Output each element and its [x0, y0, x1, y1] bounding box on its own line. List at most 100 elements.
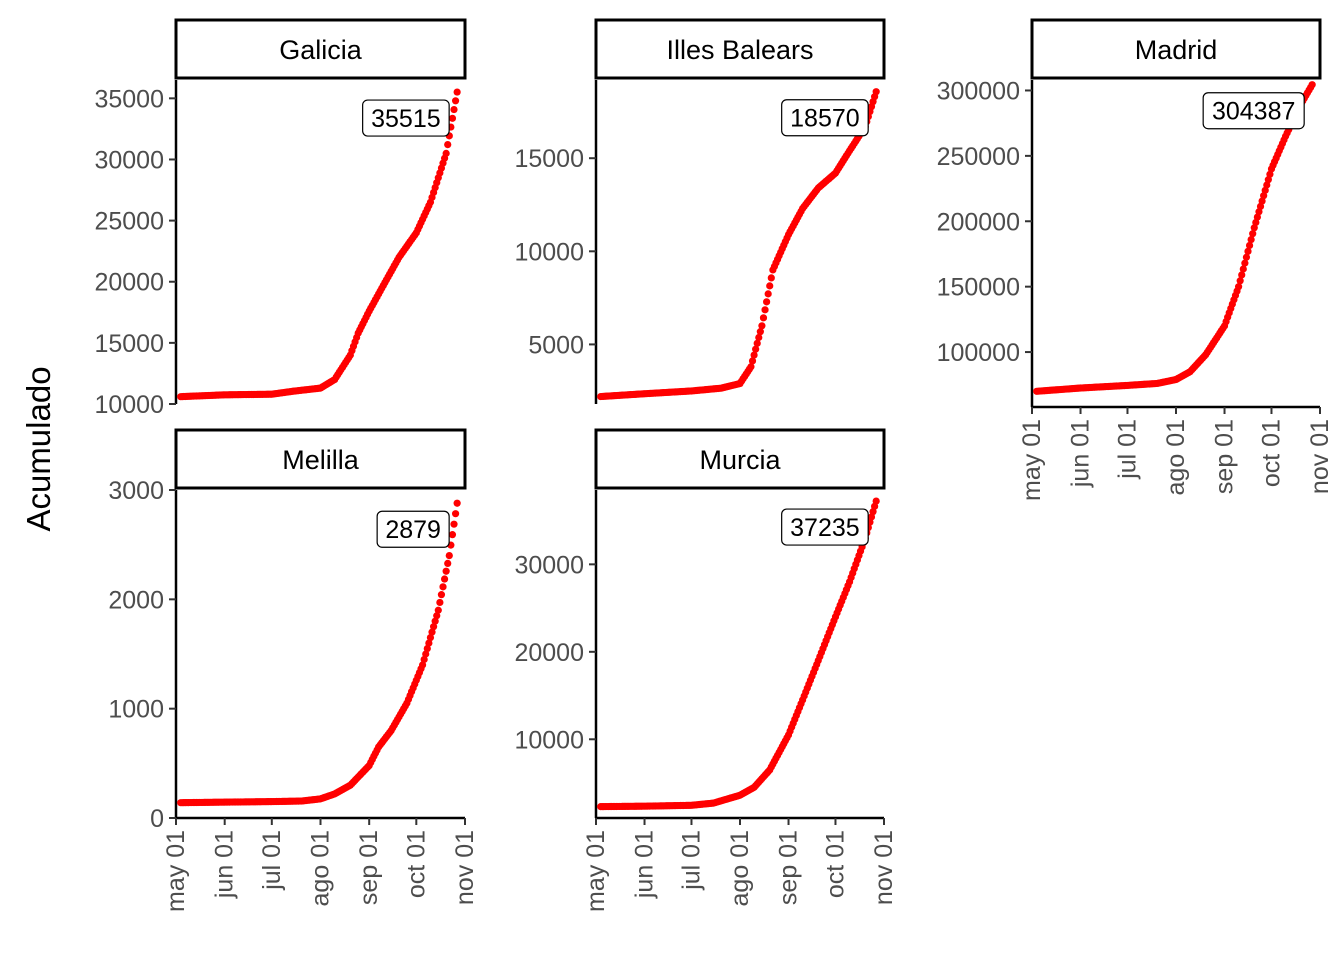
facet-title: Galicia	[279, 35, 363, 65]
data-point	[767, 274, 775, 282]
data-point	[1247, 235, 1255, 244]
y-tick-label: 10000	[514, 238, 584, 266]
x-tick-label: may 01	[1018, 419, 1046, 501]
data-point	[422, 650, 430, 658]
data-point	[440, 575, 449, 583]
y-tick-label: 5000	[528, 331, 584, 359]
data-point	[748, 357, 757, 365]
end-value-label: 304387	[1212, 98, 1295, 126]
facet-illes-balears: Illes Balears 5000 10000 15000 18570	[514, 18, 886, 404]
y-tick-label: 150000	[937, 274, 1020, 302]
data-point	[756, 328, 764, 336]
data-point	[764, 290, 772, 298]
data-point	[1308, 81, 1316, 89]
data-points	[597, 497, 880, 811]
x-tick-label: sep 01	[775, 830, 803, 905]
data-point	[448, 114, 457, 122]
end-value-label: 18570	[790, 105, 860, 133]
x-tick-label: may 01	[582, 830, 610, 912]
facet-strip	[174, 428, 467, 490]
facet-title: Melilla	[282, 445, 360, 475]
data-points	[177, 88, 461, 401]
x-tick-label: may 01	[162, 830, 190, 912]
data-point	[444, 140, 452, 149]
data-point	[418, 661, 427, 669]
data-point	[451, 97, 460, 105]
data-point	[1242, 253, 1251, 261]
y-tick-label: 250000	[937, 143, 1020, 171]
x-tick-label: jun 01	[211, 830, 239, 899]
data-point	[453, 499, 461, 507]
x-tick-label: jul 01	[258, 830, 286, 891]
data-point	[425, 639, 433, 647]
facet-strip	[594, 18, 886, 80]
data-point	[436, 598, 444, 607]
x-tick-label: oct 01	[1257, 419, 1285, 487]
x-tick-label: sep 01	[355, 830, 383, 905]
y-tick-label: 100000	[937, 339, 1020, 367]
y-tick-label: 20000	[514, 639, 584, 667]
data-point	[1249, 230, 1257, 238]
data-point	[453, 88, 461, 96]
data-point	[428, 628, 436, 636]
y-tick-label: 10000	[514, 726, 584, 754]
data-point	[1236, 277, 1244, 285]
data-point	[1238, 271, 1246, 279]
data-point	[450, 105, 458, 114]
y-tick-label: 25000	[94, 208, 164, 236]
y-tick-label: 20000	[94, 269, 164, 297]
data-point	[1244, 247, 1252, 255]
end-value-label-box	[1202, 92, 1305, 130]
data-point	[1245, 241, 1254, 250]
x-tick-label: sep 01	[1211, 419, 1239, 494]
facet-panels: Galicia100001500020000250003000035000355…	[94, 18, 1334, 912]
y-tick-label: 15000	[514, 145, 584, 173]
y-tick-label: 1000	[108, 696, 164, 724]
facet-madrid: Madrid 100000 150000 200000 250000 300000 may …	[937, 18, 1334, 501]
facet-strip	[594, 428, 886, 490]
data-point	[451, 510, 460, 518]
y-tick-label: 300000	[937, 77, 1020, 105]
data-points	[597, 88, 880, 401]
data-point	[759, 314, 768, 322]
data-point	[444, 559, 452, 568]
y-tick-label: 35000	[94, 85, 164, 113]
facet-title: Madrid	[1135, 35, 1218, 65]
data-point	[1239, 265, 1247, 273]
data-point	[437, 591, 446, 599]
facet-galicia: Galicia 10000 15000 20000 25000 30000 35000 355…	[94, 18, 467, 419]
facet-melilla: Melilla 0 1000 2000 3000 may 01 jun 01 jul 01 ag…	[108, 428, 479, 912]
data-point	[442, 567, 450, 575]
end-value-label: 35515	[371, 105, 441, 133]
y-tick-label: 3000	[108, 477, 164, 505]
x-tick-label: jun 01	[631, 830, 659, 899]
x-tick-label: ago 01	[307, 830, 335, 906]
y-tick-label: 30000	[94, 146, 164, 174]
x-tick-label: nov 01	[1306, 419, 1334, 494]
y-tick-label: 0	[150, 805, 164, 833]
y-axis-title: Acumulado	[20, 366, 57, 531]
y-tick-label: 15000	[94, 330, 164, 358]
data-point	[758, 322, 766, 330]
x-tick-label: oct 01	[821, 830, 849, 898]
data-point	[445, 552, 453, 560]
x-tick-label: ago 01	[1162, 419, 1190, 495]
facet-strip	[174, 18, 467, 80]
end-value-label-box	[781, 99, 869, 137]
data-point	[448, 531, 457, 539]
data-point	[872, 88, 880, 96]
data-point	[755, 333, 763, 342]
end-value-label: 37235	[790, 514, 860, 542]
x-tick-label: jun 01	[1067, 419, 1095, 488]
end-value-label-box	[781, 508, 869, 546]
data-point	[766, 282, 774, 290]
x-tick-label: nov 01	[870, 830, 898, 905]
facet-title: Murcia	[699, 445, 781, 475]
x-tick-label: oct 01	[402, 830, 430, 898]
data-point	[442, 149, 450, 157]
x-tick-label: nov 01	[451, 830, 479, 905]
x-tick-label: jul 01	[1113, 419, 1141, 480]
data-point	[752, 345, 760, 353]
y-tick-label: 30000	[514, 551, 584, 579]
